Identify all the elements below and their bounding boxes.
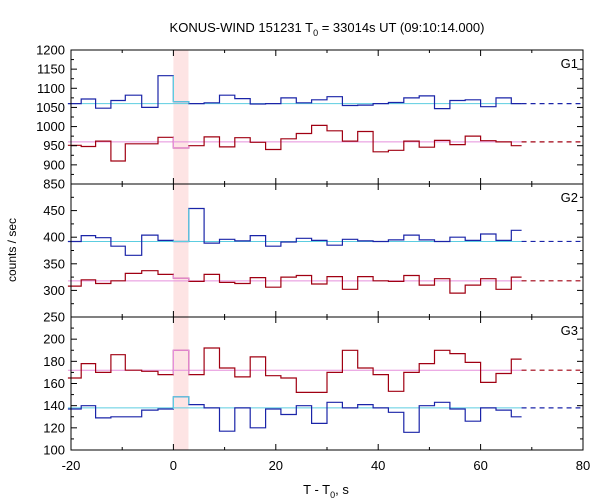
- burst-bin-blue: [172, 396, 190, 409]
- x-tick-label: 60: [473, 458, 487, 473]
- x-axis-label: T - T0, s: [303, 482, 349, 500]
- x-tick-label: 80: [576, 458, 590, 473]
- y-tick-label: 900: [43, 157, 65, 172]
- lightcurve-blue: [67, 396, 522, 433]
- y-axis-label: counts / sec: [5, 218, 19, 282]
- y-tick-label: 350: [43, 256, 65, 271]
- lightcurve-red: [67, 270, 522, 294]
- y-tick-label: 450: [43, 203, 65, 218]
- lightcurve-red: [67, 347, 522, 393]
- y-tick-label: 200: [43, 332, 65, 347]
- y-tick-label: 300: [43, 283, 65, 298]
- burst-bin-red: [172, 274, 190, 282]
- x-tick-label: 20: [269, 458, 283, 473]
- lightcurve-red: [67, 124, 522, 162]
- y-tick-label: 1000: [36, 119, 65, 134]
- y-tick-label: 1200: [36, 43, 65, 58]
- panel-label: G3: [561, 323, 578, 338]
- burst-bin-red: [172, 137, 190, 149]
- panel-label: G2: [561, 190, 578, 205]
- y-tick-label: 1150: [37, 62, 65, 77]
- y-tick-label: 140: [43, 398, 65, 413]
- y-tick-label: 120: [43, 420, 65, 435]
- y-tick-label: 1050: [36, 100, 65, 115]
- chart-title: KONUS-WIND 151231 T0 = 33014s UT (09:10:…: [170, 20, 485, 38]
- panel-g2: 250 300 350 400 450 G2: [43, 183, 584, 325]
- plot-area: 85090095010001050110011501200G1250300350…: [36, 43, 590, 474]
- y-tick-label: 180: [43, 354, 65, 369]
- panel-label: G1: [561, 56, 578, 71]
- burst-bin-blue: [172, 208, 190, 243]
- panel-frame: [70, 49, 584, 185]
- lightcurve-blue: [67, 207, 522, 256]
- y-tick-label: 160: [43, 376, 65, 391]
- y-tick-label: 400: [43, 230, 65, 245]
- x-tick-label: 40: [371, 458, 385, 473]
- panel-frame: [70, 316, 584, 451]
- lightcurve-blue: [67, 75, 522, 110]
- x-tick-label: -20: [62, 458, 81, 473]
- panel-frame: [70, 183, 584, 318]
- y-tick-label: 100: [43, 443, 65, 458]
- panel-g3: 100 120 140 160 180 200 G3: [43, 316, 584, 458]
- y-tick-label: 950: [43, 138, 65, 153]
- y-tick-label: 1100: [37, 81, 65, 96]
- y-tick-label: 850: [43, 177, 65, 192]
- y-tick-label: 250: [43, 310, 65, 325]
- panel-g1: 850 900 950 1000 1050 1100 1150 1200 G1: [36, 43, 584, 192]
- burst-interval-band: [173, 50, 189, 450]
- x-tick-label: 0: [170, 458, 177, 473]
- burst-bin-blue: [172, 75, 190, 104]
- burst-bin-red: [172, 349, 190, 375]
